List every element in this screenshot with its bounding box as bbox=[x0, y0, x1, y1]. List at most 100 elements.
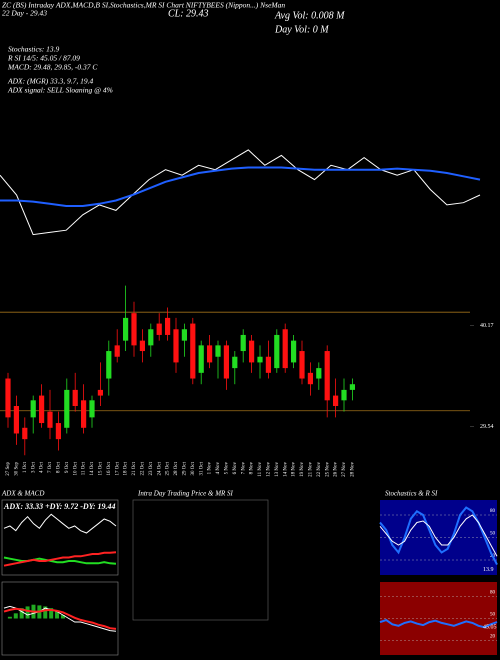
candle-body bbox=[30, 400, 36, 418]
candle-body bbox=[299, 351, 305, 379]
candle-body bbox=[324, 351, 330, 401]
candle-body bbox=[349, 384, 355, 390]
candle-body bbox=[265, 356, 271, 373]
x-tick-label: 27 Sep bbox=[6, 462, 11, 476]
x-tick-label: 31 Oct bbox=[199, 461, 204, 475]
header-title: ZC (BS) Intraday ADX,MACD,B SI,Stochasti… bbox=[2, 1, 285, 10]
value-label: 45.05 bbox=[483, 624, 497, 630]
candle-body bbox=[223, 345, 229, 379]
candle-body bbox=[341, 389, 347, 401]
histogram-bar bbox=[25, 606, 30, 619]
x-tick-label: 7 Oct bbox=[48, 461, 53, 473]
histogram-bar bbox=[7, 616, 12, 619]
candle-body bbox=[316, 368, 322, 379]
candle-body bbox=[123, 317, 129, 341]
candle-body bbox=[173, 329, 179, 363]
x-tick-label: 7 Nov bbox=[241, 462, 246, 475]
y-tick-label: 20 bbox=[490, 635, 496, 640]
histogram-bar bbox=[60, 615, 65, 619]
series-line bbox=[0, 149, 481, 236]
y-tick-label: 50 bbox=[490, 532, 496, 537]
candle-body bbox=[307, 372, 313, 385]
panel-title: Stochastics & R SI bbox=[385, 490, 438, 498]
series-line bbox=[379, 618, 498, 629]
x-tick-label: 22 Oct bbox=[141, 461, 146, 475]
x-tick-label: 4 Oct bbox=[40, 461, 45, 473]
series-line bbox=[379, 514, 498, 557]
x-tick-label: 1 Nov bbox=[208, 462, 213, 475]
macd-box bbox=[1, 581, 119, 656]
series-line bbox=[0, 166, 481, 207]
macd-info: MACD: 29.48, 29.85, -0.37 C bbox=[7, 63, 98, 72]
candle-body bbox=[47, 411, 53, 428]
candle-body bbox=[81, 400, 87, 428]
candle-body bbox=[215, 345, 221, 357]
x-tick-label: 8 Oct bbox=[57, 461, 62, 473]
candle-body bbox=[156, 323, 162, 335]
candle-body bbox=[5, 378, 11, 418]
x-tick-label: 22 Nov bbox=[317, 462, 322, 477]
y-tick-label: 40.17 bbox=[480, 323, 494, 329]
candle-body bbox=[274, 334, 280, 369]
x-tick-label: 23 Oct bbox=[149, 461, 154, 475]
x-tick-label: 16 Oct bbox=[107, 461, 112, 475]
candle-body bbox=[207, 345, 213, 363]
histogram-bar bbox=[49, 608, 54, 619]
candle-body bbox=[131, 313, 137, 346]
x-tick-label: 8 Nov bbox=[250, 462, 255, 475]
candle-body bbox=[64, 389, 70, 428]
candle-body bbox=[55, 423, 61, 440]
histogram-bar bbox=[19, 608, 24, 619]
candle-body bbox=[181, 329, 187, 341]
x-tick-label: 27 Nov bbox=[342, 462, 347, 477]
candle-body bbox=[106, 351, 112, 379]
x-tick-label: 4 Nov bbox=[216, 462, 221, 475]
x-tick-label: 1 Oct bbox=[23, 461, 28, 473]
x-tick-label: 11 Nov bbox=[258, 462, 263, 477]
x-tick-label: 18 Nov bbox=[292, 462, 297, 477]
panel-title: ADX & MACD bbox=[1, 490, 44, 498]
x-tick-label: 11 Oct bbox=[82, 461, 87, 475]
x-tick-label: 29 Oct bbox=[183, 461, 188, 475]
y-tick-label: 80 bbox=[490, 591, 496, 596]
candle-body bbox=[333, 395, 339, 406]
x-tick-label: 14 Nov bbox=[283, 462, 288, 477]
x-tick-label: 10 Oct bbox=[73, 461, 78, 475]
adx-box bbox=[1, 499, 119, 576]
x-tick-label: 9 Oct bbox=[65, 461, 70, 473]
candle-body bbox=[39, 395, 45, 424]
histogram-bar bbox=[55, 611, 60, 619]
stoch-info: Stochastics: 13.9 bbox=[8, 45, 59, 54]
x-tick-label: 24 Oct bbox=[157, 461, 162, 475]
x-tick-label: 6 Nov bbox=[233, 462, 238, 475]
candle-body bbox=[148, 329, 154, 346]
series-line bbox=[3, 513, 117, 534]
candle-body bbox=[72, 389, 78, 406]
candle-body bbox=[190, 323, 196, 379]
y-tick-label: 80 bbox=[490, 509, 496, 514]
x-tick-label: 18 Oct bbox=[124, 461, 129, 475]
candle-body bbox=[198, 345, 204, 373]
avg-vol: Avg Vol: 0.008 M bbox=[274, 10, 345, 21]
day-vol: Day Vol: 0 M bbox=[274, 24, 329, 35]
candle-body bbox=[165, 317, 171, 335]
candle-body bbox=[139, 340, 145, 352]
candle-body bbox=[282, 329, 288, 369]
series-line bbox=[3, 605, 117, 632]
histogram-bar bbox=[13, 613, 18, 619]
candle-body bbox=[13, 406, 19, 434]
intraday-box bbox=[132, 499, 269, 621]
x-tick-label: 5 Nov bbox=[225, 462, 230, 475]
candle-body bbox=[89, 400, 95, 418]
x-tick-label: 13 Nov bbox=[275, 462, 280, 477]
rsi-info: R SI 14/5: 45.05 / 87.09 bbox=[7, 54, 80, 63]
adx-info: ADX: (MGR) 33.3, 9.7, 19.4 bbox=[7, 77, 93, 86]
x-tick-label: 25 Nov bbox=[325, 462, 330, 477]
panel-title: Intra Day Trading Price & MR SI bbox=[137, 490, 234, 498]
x-tick-label: 30 Oct bbox=[191, 461, 196, 475]
candle-body bbox=[291, 340, 297, 363]
y-tick-label: 50 bbox=[490, 613, 496, 618]
x-tick-label: 15 Oct bbox=[99, 461, 104, 475]
candle-body bbox=[257, 356, 263, 363]
